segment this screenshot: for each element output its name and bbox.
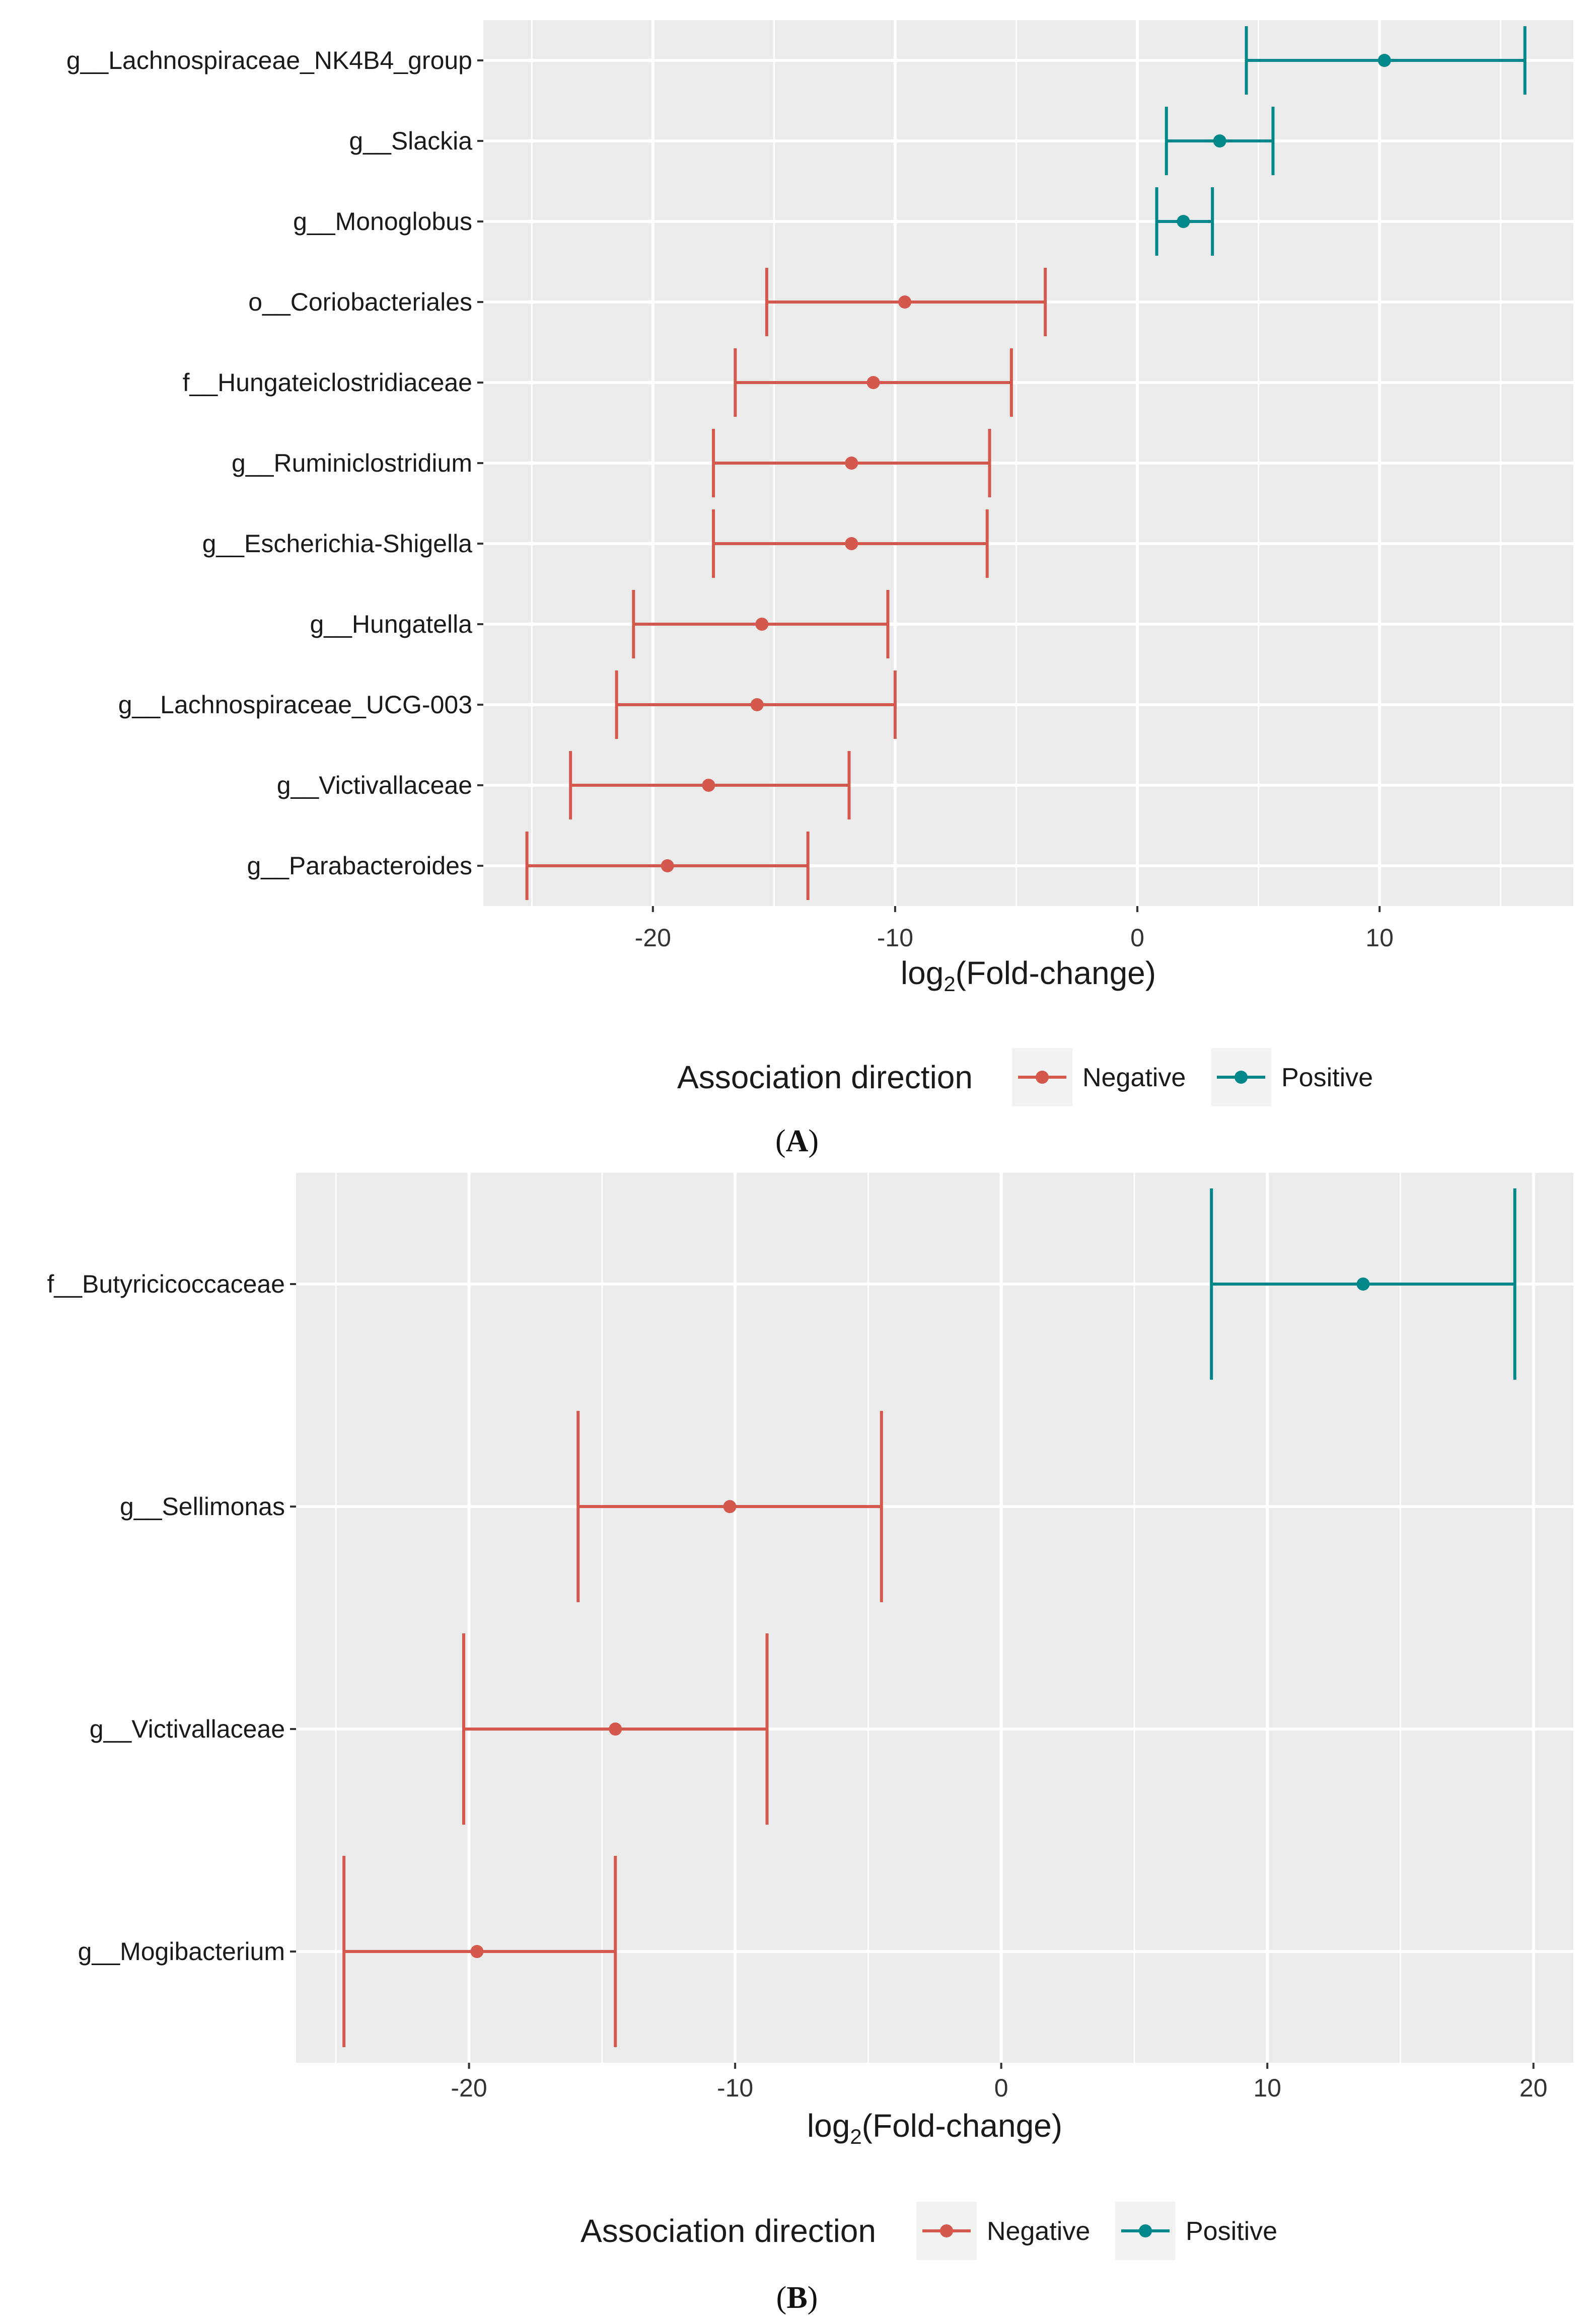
estimate-point xyxy=(723,1500,737,1513)
estimate-point xyxy=(1356,1278,1370,1291)
panel-label-a: (A) xyxy=(775,1124,819,1158)
legend-key-point xyxy=(1139,2224,1152,2237)
category-label: g__Victivallaceae xyxy=(277,771,472,799)
error-bar-g__Escherichia-Shigella xyxy=(712,509,989,578)
category-label: g__Parabacteroides xyxy=(247,852,472,880)
error-bar-g__Lachnospiraceae_UCG-003 xyxy=(615,670,897,739)
error-bar-f__Hungateiclostridiaceae xyxy=(734,348,1013,417)
error-bar-g__Mogibacterium xyxy=(342,1856,617,2047)
x-tick-label: -10 xyxy=(717,2074,753,2102)
error-bar-g__Slackia xyxy=(1165,107,1275,175)
x-tick-label: 0 xyxy=(994,2074,1008,2102)
error-bar-g__Ruminiclostridium xyxy=(712,429,991,497)
estimate-point xyxy=(845,537,858,550)
category-label: g__Slackia xyxy=(349,127,472,155)
category-label: g__Ruminiclostridium xyxy=(232,449,472,477)
legend-label: Negative xyxy=(987,2217,1090,2246)
error-bar-g__Sellimonas xyxy=(576,1411,883,1602)
estimate-point xyxy=(470,1945,484,1958)
estimate-point xyxy=(1213,134,1226,147)
legend-label: Positive xyxy=(1186,2217,1277,2246)
estimate-point xyxy=(661,859,674,872)
legend-item-negative: Negative xyxy=(1012,1048,1186,1106)
x-tick-label: -10 xyxy=(877,924,913,952)
estimate-point xyxy=(755,618,769,631)
error-bar-g__Monoglobus xyxy=(1155,187,1214,256)
x-axis-title: log2(Fold-change) xyxy=(807,2108,1062,2148)
error-bar-g__Victivallaceae xyxy=(462,1633,769,1825)
category-label: g__Sellimonas xyxy=(120,1492,285,1521)
estimate-point xyxy=(866,376,880,389)
legend-title: Association direction xyxy=(677,1059,973,1095)
category-label: g__Mogibacterium xyxy=(78,1937,285,1966)
estimate-point xyxy=(1378,54,1391,67)
chart-panel-a: -20 -10 0 10 g__Lachnospiraceae_NK4B4_groupg… xyxy=(66,20,1573,1106)
panel-label-b: (B) xyxy=(776,2281,818,2315)
category-label: g__Victivallaceae xyxy=(90,1715,285,1743)
x-tick-label: 0 xyxy=(1130,924,1144,952)
category-label: g__Hungatella xyxy=(310,610,473,638)
legend-label: Positive xyxy=(1281,1063,1373,1092)
error-bar-g__Lachnospiraceae_NK4B4_group xyxy=(1245,26,1527,95)
x-tick-label: -20 xyxy=(451,2074,487,2102)
x-tick-label: 20 xyxy=(1519,2074,1548,2102)
estimate-point xyxy=(898,295,912,309)
legend-item-negative: Negative xyxy=(916,2202,1090,2260)
error-bar-g__Victivallaceae xyxy=(569,751,851,819)
category-label: f__Hungateiclostridiaceae xyxy=(183,368,472,397)
category-label: g__Escherichia-Shigella xyxy=(202,530,473,558)
estimate-point xyxy=(1177,215,1190,228)
error-bar-g__Parabacteroides xyxy=(525,832,810,900)
estimate-point xyxy=(845,457,858,470)
legend-key-point xyxy=(1036,1071,1049,1084)
legend: Association direction Negative Positive xyxy=(677,1048,1373,1106)
error-bar-f__Butyricicoccaceae xyxy=(1210,1188,1516,1380)
legend-key-point xyxy=(940,2224,953,2237)
estimate-point xyxy=(750,698,764,711)
plot-panel xyxy=(296,1173,1573,2063)
legend-label: Negative xyxy=(1082,1063,1186,1092)
estimate-point xyxy=(609,1722,622,1736)
category-label: g__Lachnospiraceae_NK4B4_group xyxy=(66,46,472,74)
legend-title: Association direction xyxy=(581,2213,876,2249)
category-label: f__Butyricicoccaceae xyxy=(47,1270,285,1298)
legend-key-point xyxy=(1235,1071,1248,1084)
legend-item-positive: Positive xyxy=(1211,1048,1373,1106)
legend-item-positive: Positive xyxy=(1115,2202,1277,2260)
category-label: g__Lachnospiraceae_UCG-003 xyxy=(118,691,472,719)
chart-panel-b: -20 -10 0 10 20 f__Butyricicoccaceae g__Sellim… xyxy=(47,1173,1573,2260)
x-tick-label: -20 xyxy=(635,924,671,952)
category-label: g__Monoglobus xyxy=(293,207,472,236)
error-bar-g__Hungatella xyxy=(632,590,890,658)
x-tick-label: 10 xyxy=(1365,924,1394,952)
estimate-point xyxy=(702,779,715,792)
legend: Association direction Negative Positive xyxy=(581,2202,1277,2260)
x-axis-title: log2(Fold-change) xyxy=(901,955,1156,996)
error-bar-o__Coriobacteriales xyxy=(765,268,1047,336)
x-tick-label: 10 xyxy=(1253,2074,1281,2102)
category-label: o__Coriobacteriales xyxy=(248,288,472,316)
